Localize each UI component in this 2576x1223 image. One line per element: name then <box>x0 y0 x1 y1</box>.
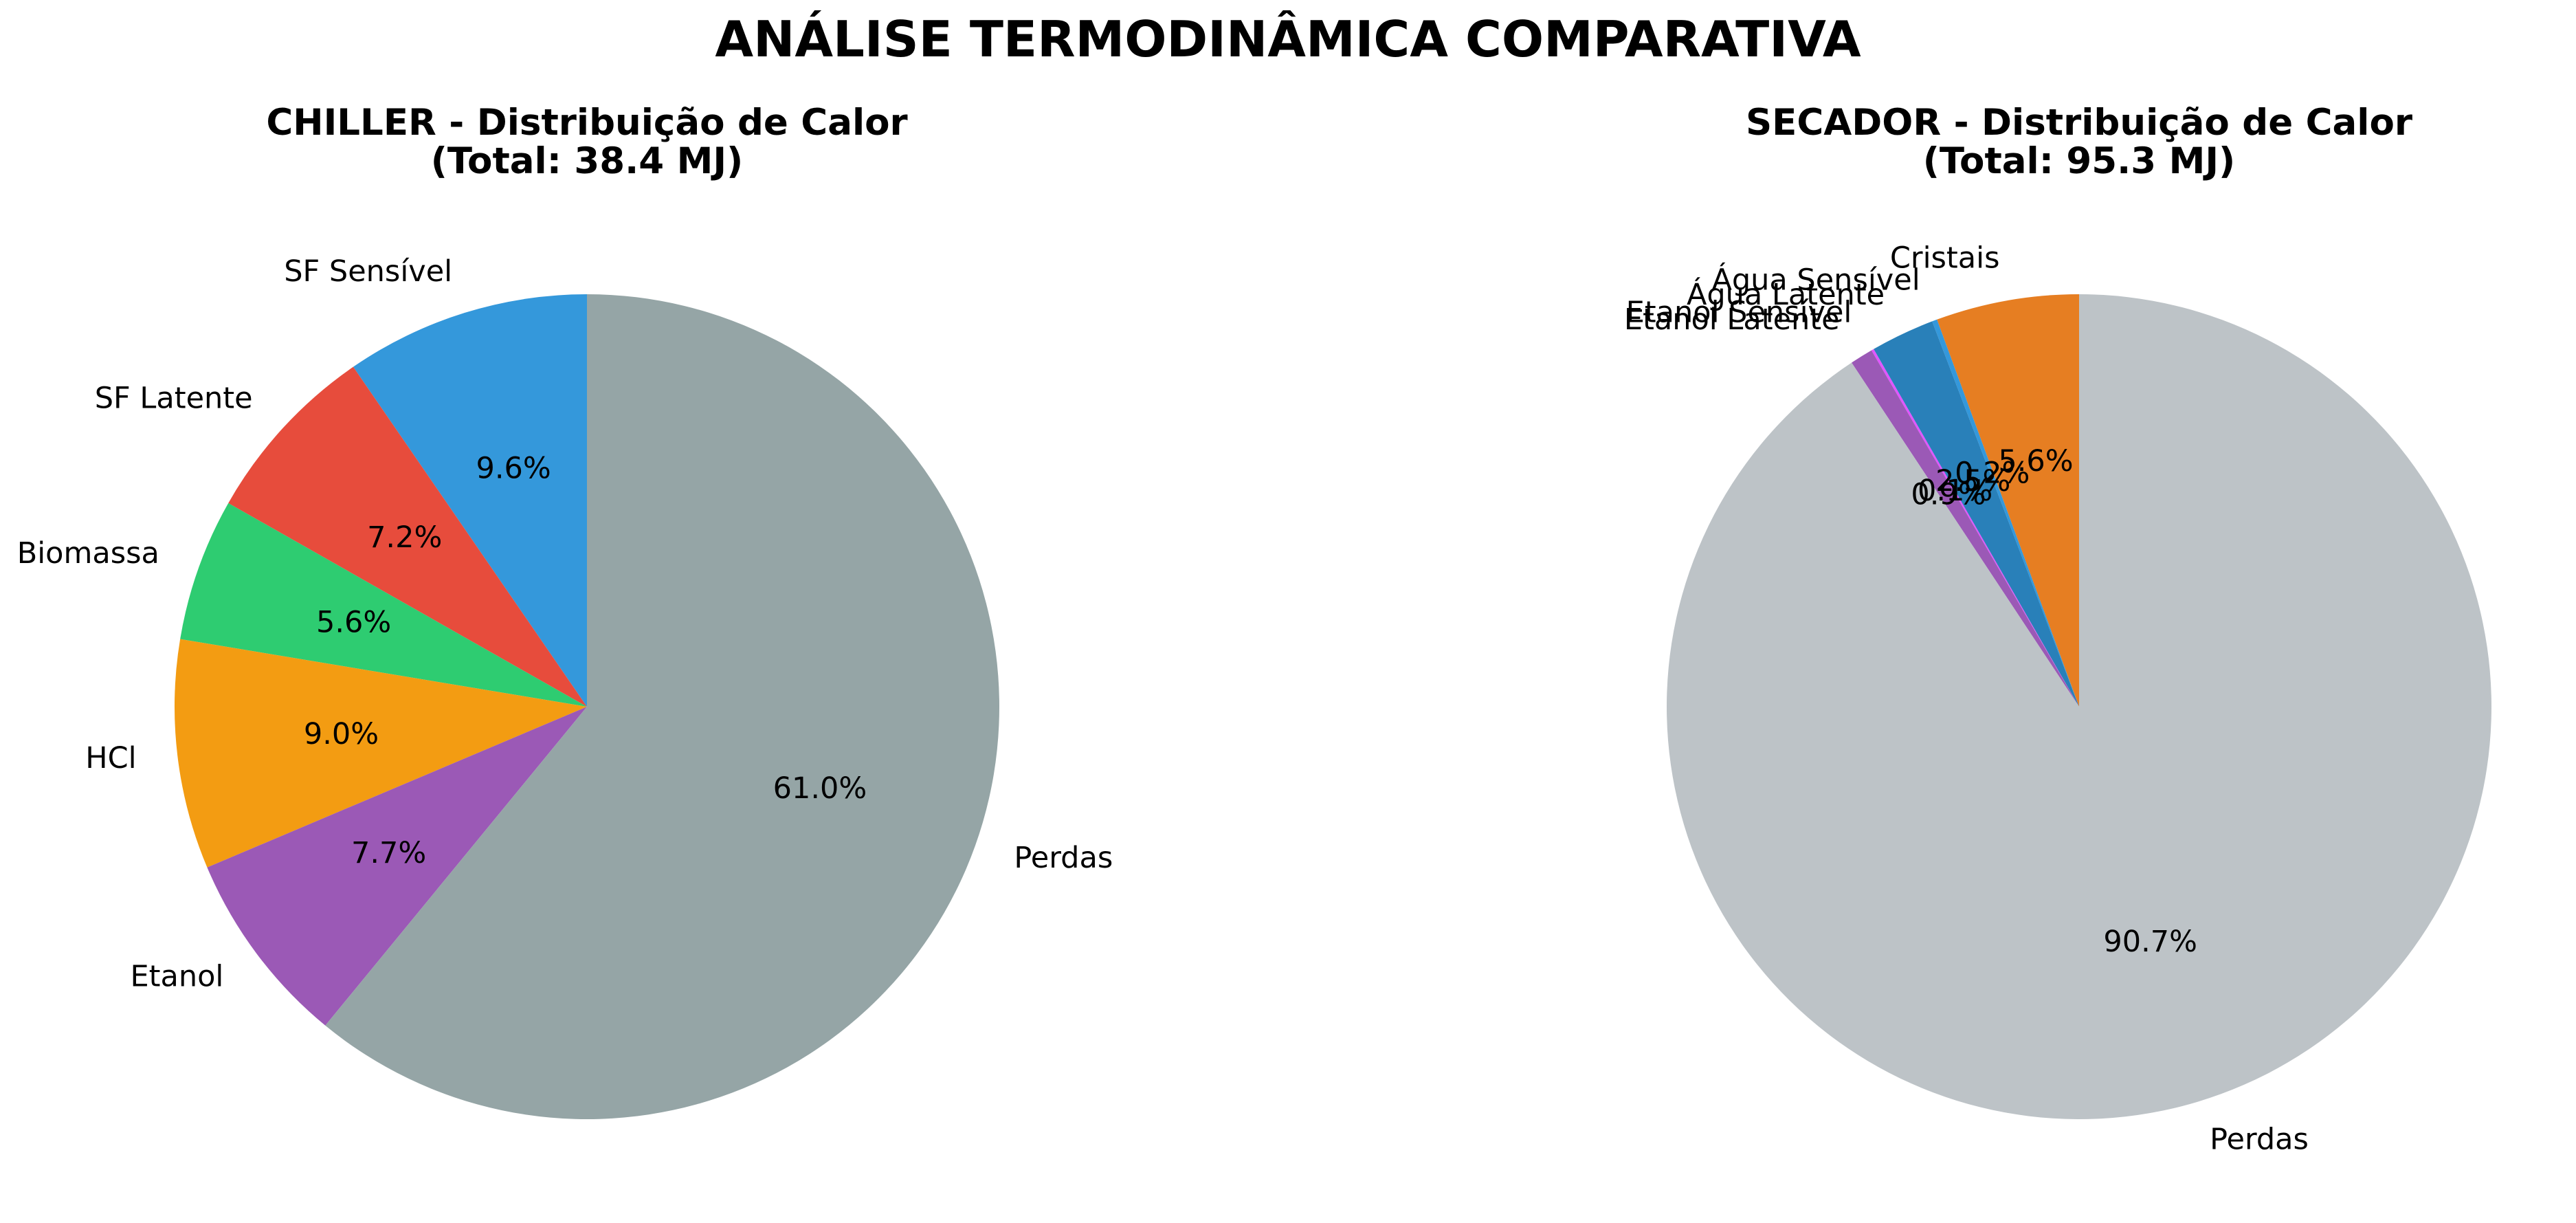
chiller-label-etanol: Etanol <box>130 960 223 994</box>
chiller-chart-title-line2: (Total: 38.4 MJ) <box>431 140 744 182</box>
secador-slice-agua-sensivel <box>1932 319 2079 707</box>
secador-pie-slices <box>1666 294 2491 1119</box>
figure-title: ANÁLISE TERMODINÂMICA COMPARATIVA <box>715 10 1861 68</box>
secador-slice-perdas <box>1666 294 2491 1119</box>
chiller-pct-hcl: 9.0% <box>304 717 379 751</box>
secador-pct-agua-latente: 2.5% <box>1935 464 2010 498</box>
secador-slice-cristais <box>1937 294 2079 707</box>
chiller-label-sf-latente: SF Latente <box>95 381 253 415</box>
chiller-pie-slices <box>175 294 999 1119</box>
secador-slice-agua-latente <box>1874 321 2079 707</box>
chiller-slice-perdas <box>325 294 999 1119</box>
secador-pct-perdas: 90.7% <box>2103 925 2197 959</box>
chiller-pct-perdas: 61.0% <box>773 771 867 806</box>
chiller-slice-hcl <box>175 639 588 868</box>
chiller-pct-biomassa: 5.6% <box>316 605 391 639</box>
secador-pie-labels: Cristais 5.6% Água Sensível 0.2% Água Latent… <box>1624 241 2309 1157</box>
secador-label-agua-sensivel: Água Sensível <box>1711 262 1920 297</box>
secador-label-cristais: Cristais <box>1890 241 2000 276</box>
secador-pie-chart: SECADOR - Distribuição de Calor (Total: … <box>1624 102 2491 1157</box>
chiller-label-sf-sensivel: SF Sensível <box>284 254 452 289</box>
chiller-slice-sf-latente <box>228 366 587 707</box>
chiller-pct-sf-latente: 7.2% <box>367 520 442 555</box>
secador-pct-agua-sensivel: 0.2% <box>1955 456 2030 490</box>
secador-slice-etanol-sensivel <box>1871 349 2079 707</box>
chiller-pct-etanol: 7.7% <box>351 836 426 870</box>
chiller-pie-chart: CHILLER - Distribuição de Calor (Total: … <box>17 102 1113 1119</box>
secador-chart-title-line1: SECADOR - Distribuição de Calor <box>1746 102 2412 144</box>
chiller-label-biomassa: Biomassa <box>17 536 159 571</box>
chiller-label-perdas: Perdas <box>1014 841 1113 875</box>
chiller-slice-sf-sensivel <box>353 294 587 707</box>
secador-label-agua-latente: Água Latente <box>1687 277 1885 312</box>
secador-slice-etanol-latente <box>1852 350 2079 707</box>
chiller-pct-sf-sensivel: 9.6% <box>476 452 551 486</box>
chiller-label-hcl: HCl <box>85 741 136 775</box>
secador-pct-cristais: 5.6% <box>1998 444 2073 478</box>
chiller-pie-labels: SF Sensível 9.6% SF Latente 7.2% Biomassa 5.6… <box>17 254 1113 993</box>
secador-chart-title-line2: (Total: 95.3 MJ) <box>1923 140 2236 182</box>
chiller-slice-etanol <box>207 707 587 1026</box>
secador-pct-etanol-latente: 0.9% <box>1911 478 1986 512</box>
chiller-chart-title-line1: CHILLER - Distribuição de Calor <box>266 102 907 144</box>
secador-label-etanol-sensivel: Etanol Sensível <box>1626 295 1852 329</box>
secador-label-etanol-latente: Etanol Latente <box>1624 302 1840 337</box>
chiller-slice-biomassa <box>180 503 587 707</box>
secador-pct-etanol-sensivel: 0.1% <box>1918 474 1992 508</box>
secador-label-perdas: Perdas <box>2210 1123 2309 1157</box>
